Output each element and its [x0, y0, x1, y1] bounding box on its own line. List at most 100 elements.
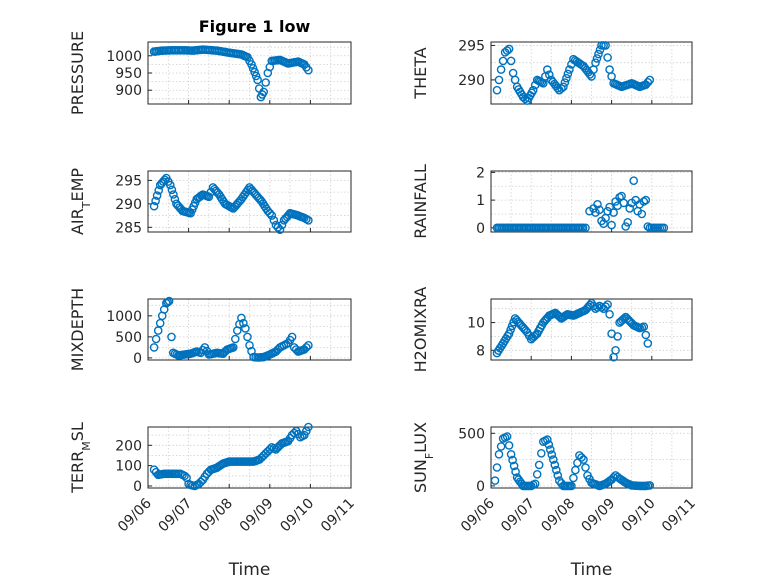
- y-tick-label: 0: [133, 479, 142, 495]
- data-point: [149, 201, 159, 211]
- data-point: [509, 461, 519, 471]
- data-point: [544, 440, 554, 449]
- data-series: [490, 432, 655, 491]
- data-point: [643, 222, 653, 231]
- data-point: [559, 82, 568, 92]
- y-tick-label: 295: [115, 173, 142, 189]
- data-point: [304, 215, 313, 225]
- data-point: [496, 442, 506, 451]
- y-tick-label: 1000: [106, 49, 142, 65]
- data-point: [267, 211, 277, 220]
- data-point: [537, 448, 546, 458]
- data-point: [643, 339, 653, 348]
- data-point: [261, 78, 271, 87]
- data-point: [287, 332, 297, 342]
- data-point: [601, 302, 610, 311]
- data-point: [494, 449, 504, 459]
- y-tick-label: 900: [115, 83, 142, 99]
- data-point: [581, 463, 590, 472]
- data-point: [180, 471, 189, 481]
- axes-border: [147, 170, 352, 233]
- y-axis-label: H2OMIXRA: [411, 287, 430, 373]
- data-point: [599, 219, 608, 228]
- data-point: [643, 78, 653, 87]
- data-point: [609, 208, 618, 217]
- data-point: [560, 78, 570, 87]
- data-point: [289, 428, 299, 438]
- data-point: [169, 190, 178, 199]
- data-point: [553, 471, 563, 480]
- data-point: [151, 334, 161, 344]
- data-point: [250, 67, 259, 77]
- data-point: [228, 343, 238, 352]
- y-tick-label: 200: [115, 438, 142, 454]
- data-point: [248, 64, 258, 73]
- y-tick-label: 500: [115, 330, 142, 346]
- data-point: [641, 330, 651, 340]
- data-point: [532, 469, 542, 479]
- y-axis-label: MIXDEPTH: [68, 288, 87, 371]
- y-tick-label: 285: [115, 220, 142, 236]
- data-point: [490, 476, 500, 485]
- data-point: [275, 225, 285, 234]
- data-point: [239, 318, 248, 328]
- y-tick-label: 0: [133, 351, 142, 367]
- data-point: [605, 309, 614, 319]
- y-tick-label: 0: [476, 221, 485, 237]
- data-point: [623, 217, 633, 227]
- data-point: [163, 297, 172, 307]
- data-point: [629, 176, 639, 185]
- data-point: [605, 202, 614, 212]
- data-point: [567, 481, 576, 491]
- data-point: [593, 302, 602, 312]
- data-point: [543, 65, 552, 74]
- data-point: [645, 481, 655, 490]
- x-axis-label: Time: [570, 560, 613, 580]
- data-point: [569, 473, 578, 483]
- data-point: [603, 53, 612, 62]
- subplot-6: 8 10 H2OMIXRA: [411, 287, 693, 373]
- data-point: [550, 460, 560, 470]
- data-point: [545, 70, 554, 79]
- data-point: [578, 223, 588, 233]
- axes-border: [147, 298, 352, 361]
- data-point: [204, 192, 214, 202]
- data-point: [552, 465, 561, 475]
- data-point: [265, 208, 275, 218]
- subplot-2: 290 295 THETA: [411, 38, 693, 105]
- data-point: [565, 65, 574, 74]
- data-point: [265, 445, 275, 454]
- data-point: [502, 46, 512, 55]
- data-point: [547, 450, 557, 459]
- data-point: [167, 332, 176, 342]
- data-point: [637, 209, 647, 219]
- data-point: [245, 340, 254, 350]
- subplot-3: 285 290 295 AIRTEMP: [68, 168, 352, 236]
- y-tick-label: 2: [476, 165, 485, 181]
- data-point: [507, 321, 517, 331]
- data-series: [149, 296, 313, 362]
- data-point: [304, 422, 313, 432]
- y-tick-label: 290: [115, 197, 142, 213]
- data-series: [492, 41, 655, 105]
- data-point: [543, 435, 552, 444]
- data-point: [603, 300, 612, 309]
- y-tick-label: 0: [476, 479, 485, 495]
- y-axis-label: SUNFLUX: [411, 422, 436, 493]
- data-point: [304, 340, 313, 350]
- data-point: [639, 322, 649, 332]
- data-point: [230, 334, 240, 344]
- data-point: [504, 44, 514, 54]
- data-point: [659, 223, 669, 233]
- data-point: [496, 65, 506, 74]
- data-point: [594, 49, 603, 59]
- data-point: [165, 180, 175, 190]
- y-tick-label: 8: [476, 343, 485, 359]
- axes-frame: [490, 170, 693, 233]
- data-point: [247, 60, 256, 69]
- axes-border: [490, 41, 693, 105]
- data-point: [530, 479, 540, 489]
- y-tick-label: 10: [467, 316, 485, 332]
- data-point: [615, 192, 624, 202]
